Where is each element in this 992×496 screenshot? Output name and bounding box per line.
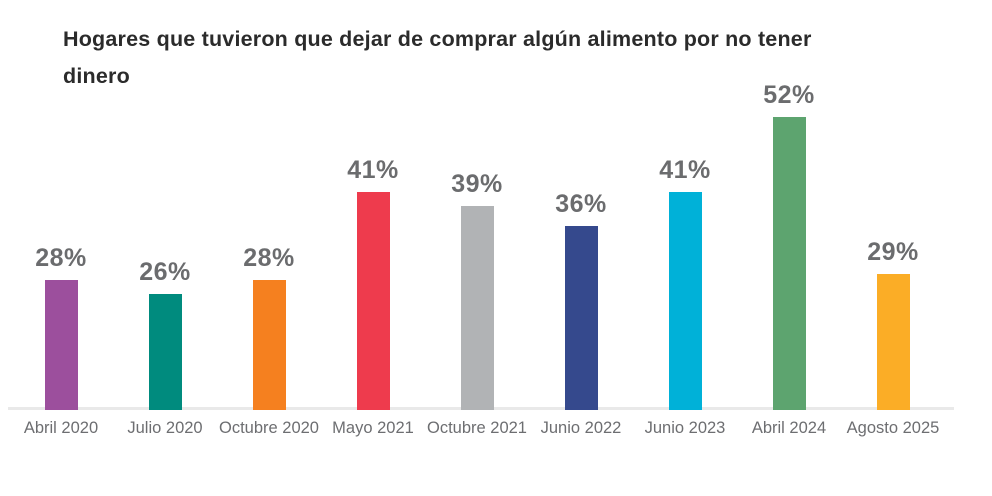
bar-column: 52% xyxy=(737,0,841,410)
bar-value-label: 39% xyxy=(451,170,503,198)
x-axis-label: Junio 2023 xyxy=(644,419,726,437)
bar xyxy=(668,192,702,410)
bar-columns: 28% 26% 28% 41% 39% 36% 41% 52% 29% xyxy=(9,0,945,410)
bar-column: 26% xyxy=(113,0,217,410)
bar xyxy=(460,206,494,410)
bar-column: 28% xyxy=(9,0,113,410)
chart-title: Hogares que tuvieron que dejar de compra… xyxy=(63,27,812,88)
x-axis-label: Abril 2020 xyxy=(23,419,99,437)
bar-value-label: 41% xyxy=(347,156,399,184)
x-axis-label: Julio 2020 xyxy=(127,419,203,437)
bar-value-label: 28% xyxy=(35,244,87,272)
bar-value-label: 36% xyxy=(555,190,607,218)
bar xyxy=(44,280,78,410)
bar-column: 41% xyxy=(321,0,425,410)
bar-value-label: 29% xyxy=(867,238,919,266)
x-axis-label: Mayo 2021 xyxy=(332,419,414,437)
x-axis-label: Junio 2022 xyxy=(540,419,622,437)
bar-value-label: 26% xyxy=(139,258,191,286)
bar xyxy=(564,226,598,410)
x-axis-labels: Abril 2020 Julio 2020 Octubre 2020 Mayo 202… xyxy=(9,419,945,439)
bar xyxy=(356,192,390,410)
bar-column: 29% xyxy=(841,0,945,410)
bar xyxy=(148,294,182,410)
x-axis-label: Octubre 2020 xyxy=(219,419,319,437)
bar-value-label: 52% xyxy=(763,81,815,109)
bar-column: 41% xyxy=(633,0,737,410)
bar-value-label: 28% xyxy=(243,244,295,272)
bar-value-label: 41% xyxy=(659,156,711,184)
bar-column: 39% xyxy=(425,0,529,410)
x-axis-label: Octubre 2021 xyxy=(427,419,527,437)
bar-column: 36% xyxy=(529,0,633,410)
bar-chart-plot: 28% 26% 28% 41% 39% 36% 41% 52% 29% Abril 2020 Ju… xyxy=(8,0,954,496)
bar xyxy=(876,274,910,410)
bar xyxy=(252,280,286,410)
bar xyxy=(772,117,806,410)
x-axis-label: Abril 2024 xyxy=(751,419,827,437)
x-axis-label: Agosto 2025 xyxy=(846,419,940,437)
bar-column: 28% xyxy=(217,0,321,410)
